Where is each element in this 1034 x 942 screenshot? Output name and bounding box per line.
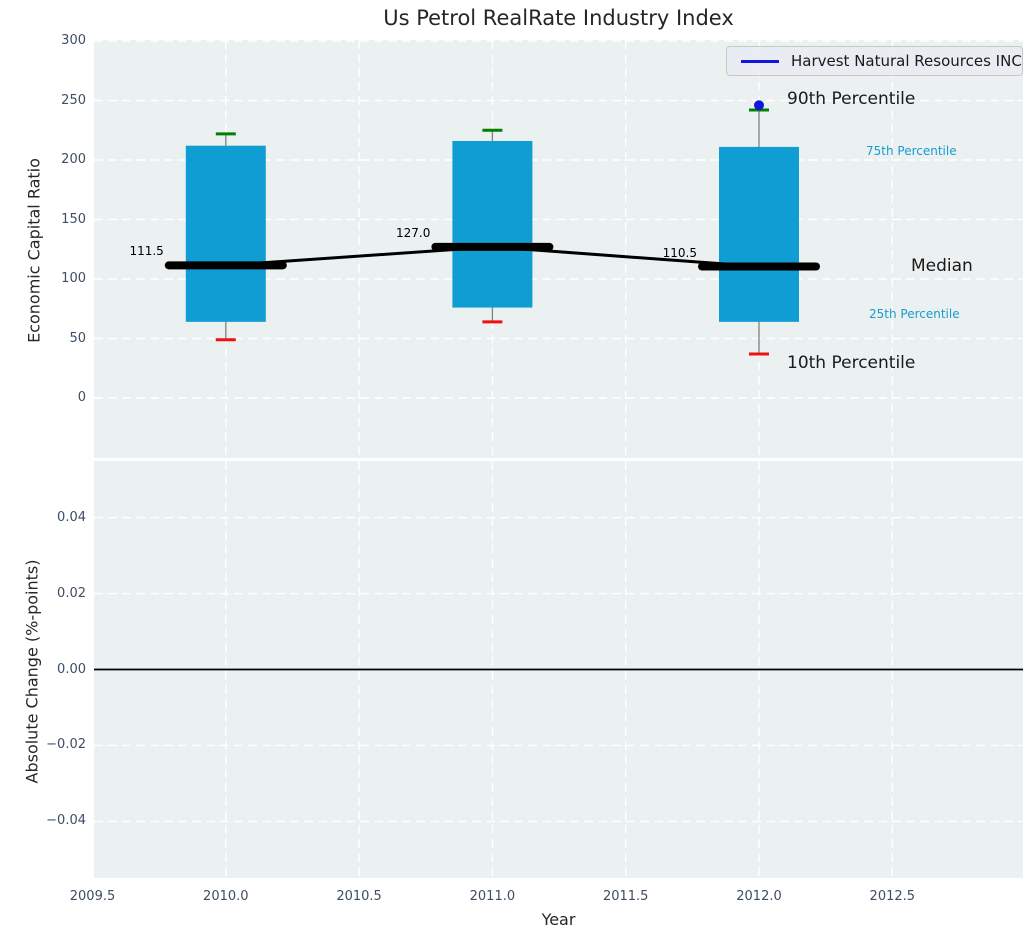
bottom-y-tick-label: 0.02	[57, 585, 86, 601]
top-y-tick-label: 250	[61, 92, 86, 108]
top-y-tick-label: 200	[61, 152, 86, 167]
legend-label: Harvest Natural Resources INC	[791, 52, 1022, 70]
x-tick-label: 2011.5	[602, 889, 649, 904]
x-tick-label: 2012.5	[869, 889, 916, 904]
bottom-y-tick-label: 0.00	[57, 661, 86, 677]
top-plot-canvas	[94, 40, 1023, 458]
x-tick-label: 2012.0	[736, 889, 782, 904]
iqr-box	[719, 146, 799, 322]
top-y-tick-label: 100	[61, 271, 86, 286]
annotation-median: Median	[911, 256, 973, 276]
annotation-90th-percentile: 90th Percentile	[787, 89, 916, 109]
bottom-y-tick-label: −0.02	[46, 737, 86, 753]
bottom-y-tick-label: −0.04	[46, 813, 86, 829]
iqr-box	[452, 140, 533, 308]
top-y-tick-label: 50	[69, 330, 86, 346]
x-tick-label: 2010.5	[336, 889, 382, 904]
bottom-y-tick-label: 0.04	[57, 509, 86, 525]
top-axes	[94, 40, 1023, 458]
annotation-25th-percentile: 25th Percentile	[869, 307, 960, 321]
bottom-plot-canvas	[94, 461, 1023, 878]
bottom-axes	[94, 461, 1023, 878]
top-y-tick-label: 300	[61, 33, 86, 48]
legend-line-sample	[741, 59, 779, 63]
median-value-label: 127.0	[396, 225, 431, 240]
x-tick-label: 2010.0	[203, 889, 249, 904]
company-point	[754, 100, 764, 111]
median-value-label: 111.5	[129, 244, 164, 259]
top-y-tick-label: 0	[77, 390, 86, 405]
legend: Harvest Natural Resources INC	[726, 46, 1023, 76]
top-y-tick-label: 150	[61, 211, 86, 227]
chart-title: Us Petrol RealRate Industry Index	[383, 6, 734, 30]
x-tick-label: 2011.0	[469, 889, 516, 904]
x-tick-label: 2009.5	[69, 889, 116, 904]
x-axis-label: Year	[541, 910, 576, 929]
annotation-10th-percentile: 10th Percentile	[787, 353, 916, 373]
median-value-label: 110.5	[662, 245, 697, 260]
iqr-box	[185, 145, 266, 322]
annotation-75th-percentile: 75th Percentile	[866, 144, 957, 158]
top-y-axis-label: Economic Capital Ratio	[24, 158, 44, 343]
